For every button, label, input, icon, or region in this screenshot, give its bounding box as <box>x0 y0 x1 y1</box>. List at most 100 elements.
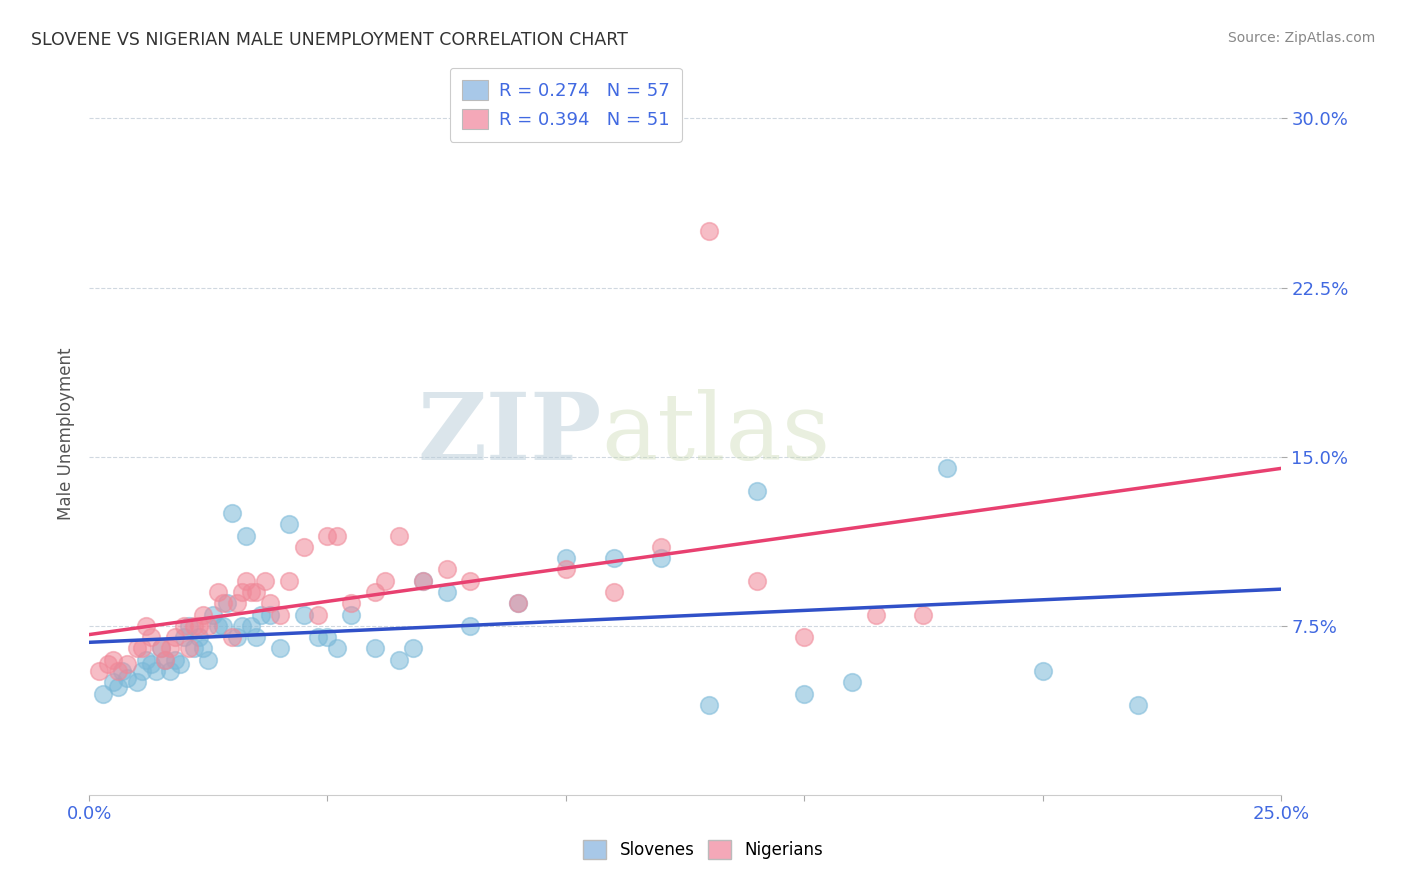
Point <box>697 698 720 712</box>
Point <box>111 664 134 678</box>
Point <box>217 596 239 610</box>
Point <box>155 653 177 667</box>
Point <box>1032 664 1054 678</box>
Point <box>211 596 233 610</box>
Point <box>193 641 215 656</box>
Point <box>650 551 672 566</box>
Point <box>278 574 301 588</box>
Point <box>259 596 281 610</box>
Y-axis label: Male Unemployment: Male Unemployment <box>58 348 75 520</box>
Point <box>436 562 458 576</box>
Point <box>292 607 315 622</box>
Point <box>793 630 815 644</box>
Point <box>93 687 115 701</box>
Point <box>460 574 482 588</box>
Point <box>245 585 267 599</box>
Point <box>125 675 148 690</box>
Point <box>159 641 181 656</box>
Text: SLOVENE VS NIGERIAN MALE UNEMPLOYMENT CORRELATION CHART: SLOVENE VS NIGERIAN MALE UNEMPLOYMENT CO… <box>31 31 628 49</box>
Point <box>187 630 209 644</box>
Point <box>745 483 768 498</box>
Point <box>149 641 172 656</box>
Point <box>240 585 263 599</box>
Point <box>364 641 387 656</box>
Point <box>187 619 209 633</box>
Point <box>225 596 247 610</box>
Point <box>307 607 329 622</box>
Text: atlas: atlas <box>602 389 831 479</box>
Point <box>101 653 124 667</box>
Point <box>97 657 120 672</box>
Point <box>107 664 129 678</box>
Point <box>115 671 138 685</box>
Point <box>936 461 959 475</box>
Point <box>159 664 181 678</box>
Point <box>793 687 815 701</box>
Point <box>269 641 291 656</box>
Point <box>183 619 205 633</box>
Point <box>87 664 110 678</box>
Point <box>402 641 425 656</box>
Point <box>145 664 167 678</box>
Point <box>374 574 396 588</box>
Point <box>197 619 219 633</box>
Point <box>221 630 243 644</box>
Point <box>292 540 315 554</box>
Point <box>240 619 263 633</box>
Point <box>101 675 124 690</box>
Point <box>125 641 148 656</box>
Point <box>163 653 186 667</box>
Point <box>278 517 301 532</box>
Point <box>650 540 672 554</box>
Point <box>460 619 482 633</box>
Point <box>173 619 195 633</box>
Point <box>307 630 329 644</box>
Point <box>412 574 434 588</box>
Point <box>364 585 387 599</box>
Point <box>340 607 363 622</box>
Point <box>865 607 887 622</box>
Point <box>202 607 225 622</box>
Legend: Slovenes, Nigerians: Slovenes, Nigerians <box>576 834 830 866</box>
Point <box>388 529 411 543</box>
Point <box>326 529 349 543</box>
Point <box>155 653 177 667</box>
Point <box>131 664 153 678</box>
Point <box>245 630 267 644</box>
Point <box>602 551 624 566</box>
Point <box>508 596 530 610</box>
Point <box>254 574 277 588</box>
Point <box>193 607 215 622</box>
Point <box>197 653 219 667</box>
Point <box>179 641 201 656</box>
Point <box>207 619 229 633</box>
Point <box>436 585 458 599</box>
Point <box>149 641 172 656</box>
Point <box>326 641 349 656</box>
Point <box>135 619 157 633</box>
Legend: R = 0.274   N = 57, R = 0.394   N = 51: R = 0.274 N = 57, R = 0.394 N = 51 <box>450 68 682 142</box>
Point <box>316 529 339 543</box>
Point <box>554 551 576 566</box>
Point <box>554 562 576 576</box>
Point <box>745 574 768 588</box>
Point <box>169 657 191 672</box>
Point <box>179 619 201 633</box>
Point <box>173 630 195 644</box>
Point <box>249 607 271 622</box>
Point <box>139 630 162 644</box>
Point <box>340 596 363 610</box>
Point <box>131 641 153 656</box>
Point <box>235 574 257 588</box>
Point <box>231 585 253 599</box>
Point <box>225 630 247 644</box>
Text: Source: ZipAtlas.com: Source: ZipAtlas.com <box>1227 31 1375 45</box>
Point <box>221 506 243 520</box>
Point <box>115 657 138 672</box>
Point <box>602 585 624 599</box>
Point <box>697 224 720 238</box>
Point <box>388 653 411 667</box>
Point <box>841 675 863 690</box>
Point <box>316 630 339 644</box>
Point <box>211 619 233 633</box>
